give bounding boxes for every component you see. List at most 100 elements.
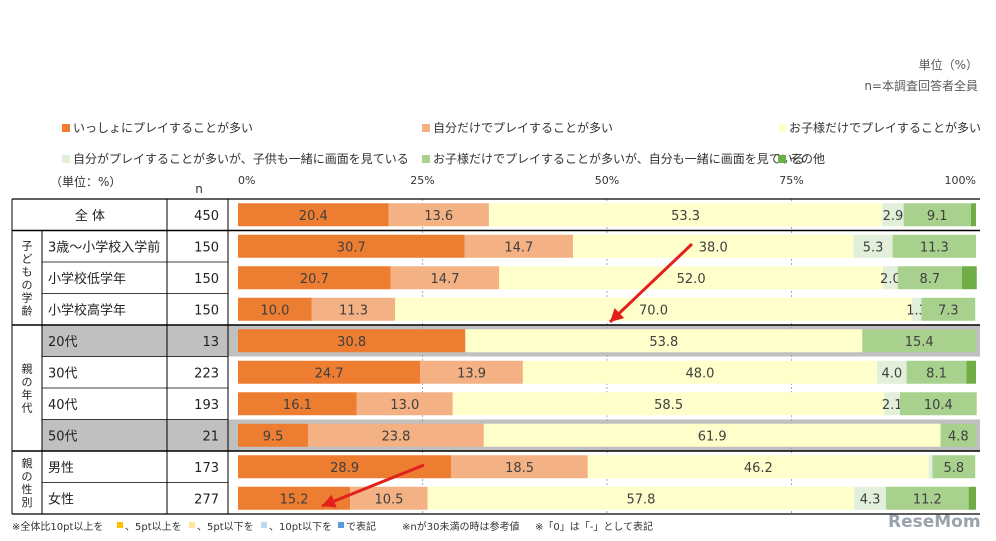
bar-segment [854, 486, 886, 510]
data-label: 4.0 [882, 366, 903, 381]
data-label: 57.8 [626, 492, 655, 507]
x-tick-label: 25% [410, 174, 434, 187]
legend-swatch [422, 155, 430, 163]
data-label: 11.3 [339, 303, 368, 318]
highlight-arrow-shaft [321, 463, 425, 508]
bar-segment [390, 266, 500, 290]
data-label: 8.1 [926, 366, 947, 381]
data-label: 8.7 [920, 272, 941, 287]
row-n: 21 [202, 429, 219, 444]
bar-segment [877, 360, 907, 384]
row-label: 小学校低学年 [48, 271, 126, 287]
group-label-char: も [22, 265, 33, 278]
bar-segment [356, 392, 453, 416]
bar-segment [420, 360, 523, 384]
base-note: n=本調査回答者全員 [864, 78, 978, 93]
data-label: 9.1 [927, 209, 948, 224]
bar-segment [488, 203, 883, 227]
data-label: 13.9 [457, 366, 486, 381]
legend: いっしょにプレイすることが多い 自分だけでプレイすることが多い お子様だけでプレイす… [62, 120, 981, 166]
bar-segment [311, 297, 396, 321]
unit-note: 単位（%） [919, 57, 978, 72]
group-label-char: 親 [22, 457, 33, 470]
row-n: 277 [194, 492, 219, 507]
bar-segment [238, 266, 391, 290]
data-label: 20.7 [300, 272, 329, 287]
bar-segment [388, 203, 489, 227]
row-label: 全 体 [75, 208, 105, 224]
bar-segment [238, 486, 351, 510]
data-label: 2.1 [882, 398, 903, 413]
group-label-char: の [22, 376, 33, 389]
bar-segment [395, 297, 912, 321]
bar-segment [465, 329, 863, 353]
footnote-3: 、5pt以下を [197, 521, 254, 533]
watermark-logo: ReseMom [888, 512, 981, 532]
data-label: 52.0 [677, 272, 706, 287]
data-label: 30.8 [337, 335, 366, 350]
data-label: 5.3 [863, 240, 884, 255]
data-label: 4.8 [948, 429, 969, 444]
row-label: 40代 [48, 398, 78, 413]
legend-swatch [62, 124, 70, 132]
x-tick-label: 75% [779, 174, 803, 187]
data-label: 28.9 [330, 461, 359, 476]
bar-segment [238, 297, 312, 321]
bar-segment [522, 360, 878, 384]
data-label: 11.3 [920, 240, 949, 255]
x-axis-ticks: 0% 25% 50% 75% 100% [238, 174, 976, 187]
bar-segment [862, 329, 976, 353]
data-label: 16.1 [283, 398, 312, 413]
bar-segment [911, 297, 922, 321]
data-label: 13.0 [390, 398, 419, 413]
bar-segment [882, 203, 904, 227]
group-label-char: 代 [22, 402, 33, 415]
legend-label: お子様だけでプレイすることが多いが、自分も一緒に画面を見ている [433, 151, 805, 166]
bar-segment [892, 234, 976, 258]
data-label: 24.7 [315, 366, 344, 381]
bar-segment [483, 423, 941, 447]
bar-segment [238, 234, 465, 258]
bar-segment [427, 486, 855, 510]
group-label-char: 親 [22, 363, 33, 376]
row-n: 150 [194, 240, 219, 255]
highlight-arrows [321, 242, 694, 508]
bar-segment [350, 486, 428, 510]
bar-segment [238, 360, 421, 384]
bar-segment [883, 266, 898, 290]
x-tick-label: 0% [238, 174, 255, 187]
x-tick-label: 50% [595, 174, 619, 187]
data-label: 10.0 [260, 303, 289, 318]
data-label: 2.9 [883, 209, 904, 224]
data-label: 23.8 [381, 429, 410, 444]
bar-segment [238, 329, 466, 353]
data-label: 53.3 [671, 209, 700, 224]
x-tick-label: 100% [945, 174, 976, 187]
highlight-arrow-shaft [608, 242, 694, 324]
bar-segment [884, 392, 900, 416]
data-label: 4.3 [860, 492, 881, 507]
highlight-arrow-head [610, 307, 625, 322]
footnote-1: ※全体比10pt以上を [12, 520, 103, 533]
data-label: 20.4 [299, 209, 328, 224]
data-label: 14.7 [431, 272, 460, 287]
legend-label: お子様だけでプレイすることが多い [789, 120, 981, 135]
legend-swatch [62, 155, 70, 163]
bar-segment [238, 203, 389, 227]
data-label: 5.8 [944, 461, 965, 476]
table-unit: （単位：%） [50, 174, 121, 189]
mark-high-swatch [117, 522, 123, 528]
data-label: 70.0 [639, 303, 668, 318]
bar-segment [464, 234, 574, 258]
group-label-char: 性 [22, 482, 33, 496]
row-n: 173 [194, 461, 219, 476]
row-label: 30代 [48, 366, 78, 381]
row-label: 20代 [48, 335, 78, 350]
data-label: 53.8 [649, 335, 678, 350]
data-label: 38.0 [699, 240, 728, 255]
group-label-char: 別 [22, 496, 33, 509]
data-label: 10.5 [374, 492, 403, 507]
mark-low-swatch [261, 522, 267, 528]
n-header: n [195, 182, 203, 196]
data-label: 9.5 [263, 429, 284, 444]
